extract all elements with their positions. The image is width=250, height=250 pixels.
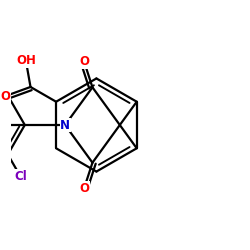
Text: O: O: [79, 182, 89, 195]
Text: N: N: [60, 118, 70, 132]
Text: OH: OH: [16, 54, 36, 67]
Text: Cl: Cl: [14, 170, 27, 183]
Text: O: O: [0, 90, 10, 103]
Text: O: O: [79, 55, 89, 68]
